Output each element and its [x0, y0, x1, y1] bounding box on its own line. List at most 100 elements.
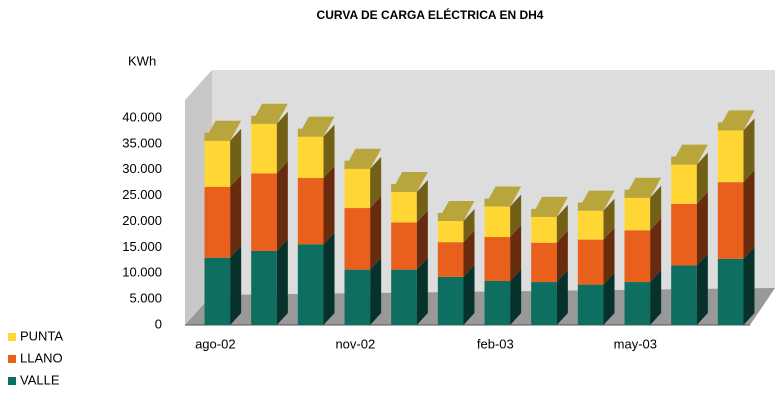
bar-front [624, 282, 651, 325]
bar [297, 116, 335, 179]
y-axis-label: KWh [128, 53, 156, 68]
bar-side [743, 170, 755, 259]
bar [671, 144, 708, 204]
bar-front [204, 140, 231, 187]
bar-side [370, 156, 382, 209]
legend-swatch [8, 355, 16, 363]
y-tick-label: 35.000 [122, 135, 162, 150]
bar-front [717, 182, 744, 259]
bar-side [556, 270, 568, 325]
bar-front [577, 239, 604, 285]
bar-side [696, 253, 708, 325]
bar-side [696, 191, 708, 266]
bar-front [204, 257, 231, 325]
bar-front [344, 269, 371, 325]
bar-front [717, 130, 744, 183]
bar [251, 161, 288, 251]
bar-side [230, 128, 242, 187]
bar-side [696, 152, 708, 204]
bar-side [743, 246, 755, 325]
bar [204, 245, 242, 325]
bar-side [230, 245, 242, 325]
legend-swatch [8, 377, 16, 385]
bar [671, 191, 708, 266]
bar-side [603, 272, 615, 325]
bar-front [484, 206, 511, 238]
bar-front [437, 242, 464, 277]
bar [251, 103, 288, 174]
bar-front [531, 282, 557, 325]
bar-side [416, 257, 428, 325]
bar-front [297, 178, 324, 245]
bar-side [603, 198, 615, 240]
bar-top-front [251, 115, 277, 124]
bar [204, 120, 242, 187]
bar-front [344, 168, 371, 209]
bar-front [624, 197, 651, 231]
bar [344, 196, 382, 270]
bar [204, 174, 242, 258]
bar-front [671, 203, 697, 266]
bar-side [510, 225, 522, 282]
bar-side [276, 161, 288, 251]
bar-side [556, 204, 568, 243]
bar [624, 270, 662, 325]
bar-top-front [484, 198, 511, 207]
bar-front [577, 210, 604, 240]
bar [577, 190, 615, 240]
bar-side [603, 227, 615, 285]
bar-side [323, 232, 335, 325]
bar-side [370, 196, 382, 270]
bar [717, 170, 755, 259]
bar-side [510, 269, 522, 325]
bar-front [531, 216, 557, 243]
bar-side [416, 180, 428, 223]
y-tick-label: 30.000 [122, 161, 162, 176]
bar [437, 264, 475, 325]
bar [437, 200, 475, 243]
chart-title: CURVA DE CARGA ELÉCTRICA EN DH4 [317, 7, 544, 22]
bar-top-front [671, 156, 697, 165]
bar-front [391, 222, 417, 270]
bar [297, 232, 335, 325]
bar-front [391, 192, 417, 223]
bar-front [484, 281, 511, 325]
bar-side [463, 264, 475, 325]
bar-top-front [391, 184, 417, 193]
bar-front [344, 208, 371, 270]
bar [717, 110, 755, 183]
bar-side [510, 194, 522, 238]
bar [297, 166, 335, 245]
bar-top-front [624, 189, 651, 198]
x-tick-label: ago-02 [195, 336, 235, 351]
bar-side [416, 210, 428, 270]
bar [484, 186, 522, 238]
x-tick-label: nov-02 [335, 336, 375, 351]
bar [344, 257, 382, 325]
bar-top-front [204, 132, 231, 141]
bar-front [251, 250, 277, 325]
bar-front [531, 242, 557, 283]
bar-front [671, 164, 697, 204]
bar [437, 230, 475, 277]
legend-label: PUNTA [20, 328, 63, 343]
bar-top-front [297, 128, 324, 137]
bar-front [251, 173, 277, 251]
bar [484, 269, 522, 325]
bar-side [323, 124, 335, 179]
bar-front [717, 258, 744, 325]
bar [391, 257, 428, 325]
bar [624, 177, 662, 231]
bar [531, 230, 568, 283]
bar [344, 148, 382, 209]
bar-side [230, 174, 242, 258]
bar-front [297, 136, 324, 179]
bar-top-front [577, 202, 604, 211]
bar-side [650, 270, 662, 325]
bar-top-front [717, 122, 744, 131]
bar [391, 210, 428, 270]
bar [531, 270, 568, 325]
bar-top-front [344, 160, 371, 169]
bar-side [650, 185, 662, 231]
